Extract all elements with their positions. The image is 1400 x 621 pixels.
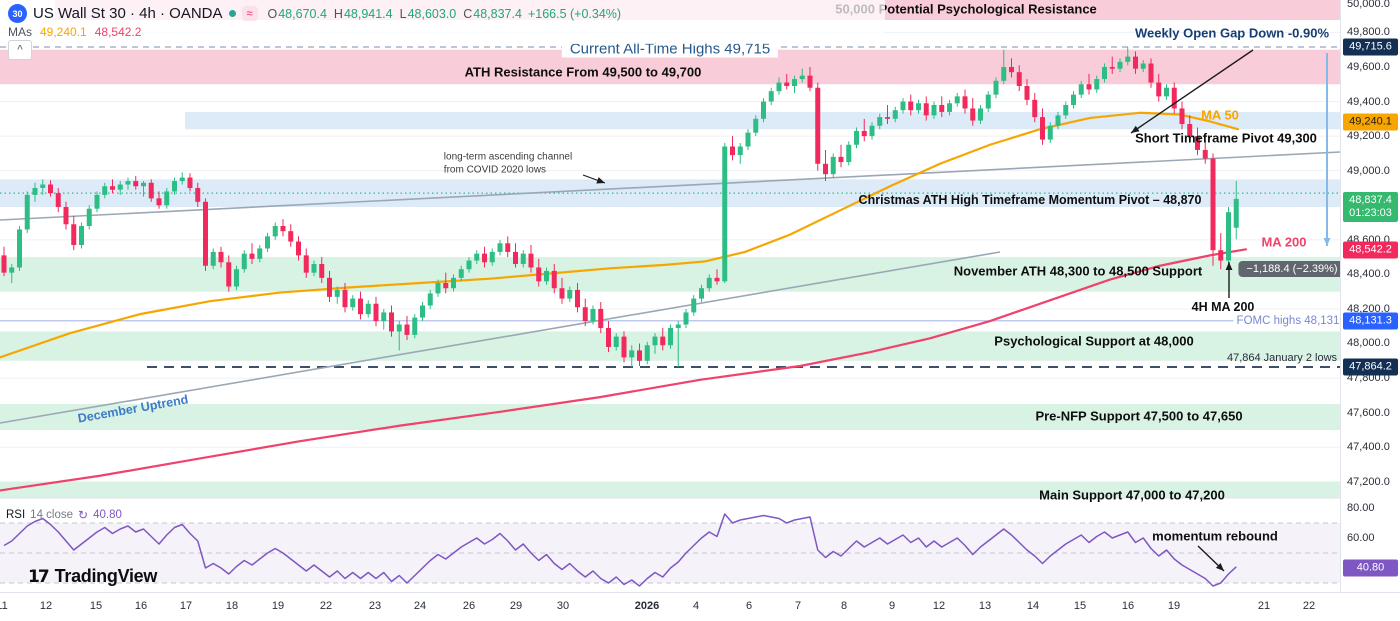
time-axis-label: 29 [509, 600, 523, 612]
price-badge: 40.80 [1343, 559, 1398, 577]
time-axis-label: 15 [1073, 600, 1087, 612]
band-ath-resistance [0, 49, 1340, 85]
time-axis-label: 15 [89, 600, 103, 612]
december-uptrend-line [0, 251, 1001, 424]
band-november-ath [0, 257, 1340, 292]
ohlc-values: O48,670.4 H48,941.4 L48,603.0 C48,837.4 [268, 7, 522, 21]
time-axis-label: 19 [271, 600, 285, 612]
time-axis-label: 8 [840, 600, 848, 612]
time-axis-label: 14 [1026, 600, 1040, 612]
time-axis-label: 30 [556, 600, 570, 612]
price-axis-label: 48,000.0 [1347, 337, 1390, 349]
symbol-title[interactable]: US Wall St 30 · 4h · OANDA [33, 5, 223, 22]
ma50-value: 49,240.1 [40, 25, 87, 39]
price-axis-label: 49,800.0 [1347, 26, 1390, 38]
time-axis-label: 21 [1257, 600, 1271, 612]
price-badge: 47,864.2 [1343, 358, 1398, 376]
price-axis-label: 60.00 [1347, 532, 1375, 544]
mas-label: MAs [8, 25, 32, 39]
time-axis-label: 4 [692, 600, 700, 612]
time-axis-label: 2026 [634, 600, 660, 612]
price-badge: 48,837.4 01:23:03 [1343, 192, 1398, 222]
time-axis-label: 7 [794, 600, 802, 612]
ohlc-item: L48,603.0 [399, 6, 457, 21]
ohlc-item: C48,837.4 [463, 6, 522, 21]
symbol-legend: 30 US Wall St 30 · 4h · OANDA ≈ O48,670.… [0, 0, 885, 44]
price-axis-label: 49,400.0 [1347, 96, 1390, 108]
price-axis[interactable]: 50,000.0 49,800.0 49,600.0 49,400.0 49,200.0… [1340, 0, 1400, 592]
price-axis-label: 50,000.0 [1347, 0, 1390, 10]
price-badge: 48,542.2 [1343, 241, 1398, 259]
legend-row-symbol[interactable]: 30 US Wall St 30 · 4h · OANDA ≈ O48,670.… [8, 4, 621, 23]
dow30-logo-icon: 30 [8, 4, 27, 23]
collapse-pane-button[interactable]: ^ [8, 40, 32, 60]
price-axis-label: 48,400.0 [1347, 268, 1390, 280]
broker-flag-icon[interactable]: ≈ [241, 6, 258, 21]
price-axis-label: 47,200.0 [1347, 476, 1390, 488]
price-badge: 49,240.1 [1343, 113, 1398, 131]
price-axis-label: 80.00 [1347, 502, 1375, 514]
ohlc-item: H48,941.4 [333, 6, 393, 21]
rsi-refresh-icon[interactable]: ↻ [78, 508, 89, 522]
price-badge: 49,715.6 [1343, 38, 1398, 56]
tradingview-logo[interactable]: 17 TradingView [28, 566, 157, 587]
time-axis-label: 26 [462, 600, 476, 612]
time-axis-label: 22 [319, 600, 333, 612]
legend-row-mas[interactable]: MAs 49,240.1 48,542.2 [8, 25, 141, 39]
time-axis-label: 16 [134, 600, 148, 612]
time-axis-label: 24 [413, 600, 427, 612]
band-main-support [0, 481, 1340, 498]
price-axis-label: 49,600.0 [1347, 61, 1390, 73]
rsi-legend[interactable]: RSI 14 close ↻ 40.80 [6, 508, 122, 522]
tradingview-logo-text: TradingView [54, 566, 158, 586]
price-axis-label: 49,200.0 [1347, 130, 1390, 142]
ma200-line [0, 248, 1248, 492]
rsi-line [3, 513, 1237, 587]
band-pre-nfp [0, 404, 1340, 430]
weekly-gap-arrow [1130, 49, 1254, 134]
price-axis-label: 47,600.0 [1347, 407, 1390, 419]
time-axis-label: 23 [368, 600, 382, 612]
rsi-value: 40.80 [93, 509, 122, 521]
time-axis-label: 9 [888, 600, 896, 612]
chart-canvas-holder[interactable] [0, 0, 1340, 592]
ohlc-item: O48,670.4 [267, 6, 327, 21]
band-pivot-49300 [185, 111, 1340, 130]
price-axis-label: 49,000.0 [1347, 165, 1390, 177]
long-term-channel [0, 151, 1340, 221]
time-axis-label: 22 [1302, 600, 1316, 612]
time-axis-label: 13 [978, 600, 992, 612]
time-axis[interactable]: ⊙ 11121516171819222324262930202646789121… [0, 592, 1400, 621]
time-axis-label: 12 [932, 600, 946, 612]
time-axis-label: 11 [0, 600, 8, 612]
time-axis-label: 16 [1121, 600, 1135, 612]
rsi-indicator-name: RSI [6, 509, 26, 521]
time-axis-label: 19 [1167, 600, 1181, 612]
price-badge: 48,131.3 [1343, 312, 1398, 330]
price-axis-label: 48,200.0 [1347, 303, 1390, 315]
price-change: +166.5 (+0.34%) [527, 6, 622, 21]
time-axis-label: 12 [39, 600, 53, 612]
chart-canvas[interactable] [0, 0, 1340, 592]
market-open-dot-icon [228, 10, 236, 17]
ma200-value: 48,542.2 [94, 25, 142, 39]
chart-pane[interactable]: 50,000 Potential Psychological Resistanc… [0, 0, 1340, 592]
time-axis-label: 6 [745, 600, 753, 612]
price-axis-label: 47,400.0 [1347, 441, 1390, 453]
rsi-params: 14 close [30, 509, 74, 521]
time-axis-label: 18 [225, 600, 239, 612]
tradingview-mark-icon: 17 [28, 566, 50, 587]
time-axis-label: 17 [179, 600, 193, 612]
